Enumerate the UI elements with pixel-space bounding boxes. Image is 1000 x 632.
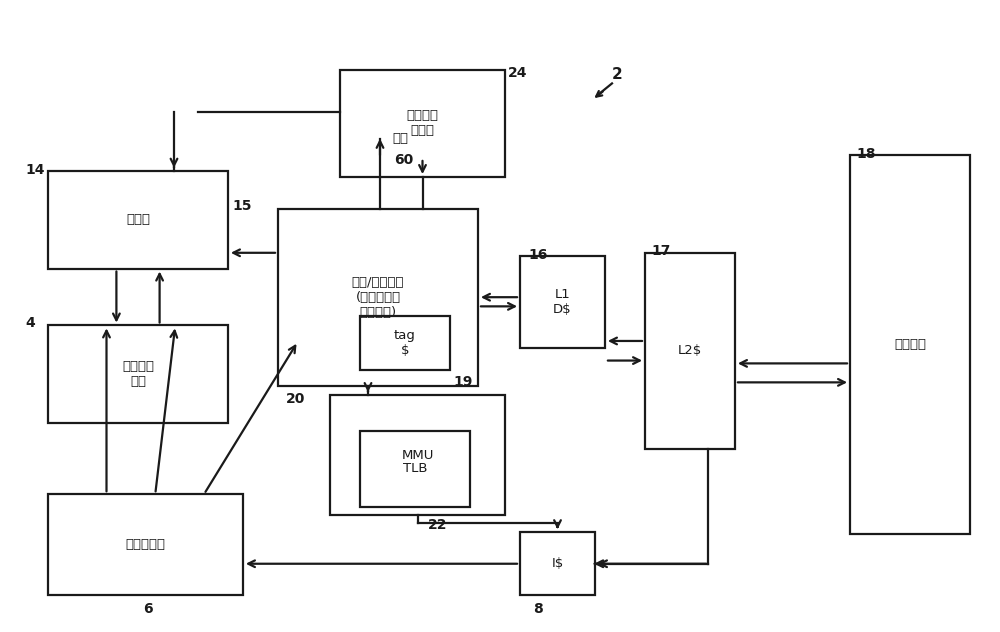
Text: 4: 4 <box>25 316 35 330</box>
Bar <box>360 431 470 507</box>
Text: MMU: MMU <box>401 449 434 461</box>
Text: L2$: L2$ <box>678 344 702 357</box>
Bar <box>48 325 228 423</box>
Text: 17: 17 <box>651 244 670 258</box>
Text: L1
D$: L1 D$ <box>553 288 572 316</box>
Bar <box>360 316 450 370</box>
Bar <box>850 155 970 534</box>
Text: 故障: 故障 <box>392 132 408 145</box>
Bar <box>520 256 605 348</box>
Text: 寄存器: 寄存器 <box>126 213 150 226</box>
Text: TLB: TLB <box>403 463 427 475</box>
Text: 20: 20 <box>286 392 305 406</box>
Text: 系统控制
寄存器: 系统控制 寄存器 <box>407 109 439 137</box>
Text: 14: 14 <box>25 163 44 177</box>
Text: 6: 6 <box>143 602 153 616</box>
Text: 指令解码器: 指令解码器 <box>126 538 166 551</box>
Text: 18: 18 <box>856 147 876 161</box>
Bar <box>340 70 505 177</box>
Bar <box>48 494 243 595</box>
Text: 主存储器: 主存储器 <box>894 338 926 351</box>
Text: 19: 19 <box>453 375 472 389</box>
Bar <box>645 253 735 449</box>
Text: 22: 22 <box>428 518 447 532</box>
Text: 15: 15 <box>232 199 252 213</box>
Text: I$: I$ <box>551 557 564 570</box>
Text: 2: 2 <box>612 67 623 82</box>
Text: tag
$: tag $ <box>394 329 416 357</box>
Text: 16: 16 <box>528 248 547 262</box>
Text: 加载/储存单元
(存储器存取
电路系统): 加载/储存单元 (存储器存取 电路系统) <box>352 276 404 319</box>
Text: 24: 24 <box>508 66 528 80</box>
Bar <box>520 532 595 595</box>
Text: 处理电路
系统: 处理电路 系统 <box>122 360 154 389</box>
Bar <box>330 395 505 515</box>
Bar <box>278 209 478 386</box>
Text: 8: 8 <box>533 602 543 616</box>
Bar <box>48 171 228 269</box>
Text: 60: 60 <box>394 154 413 167</box>
